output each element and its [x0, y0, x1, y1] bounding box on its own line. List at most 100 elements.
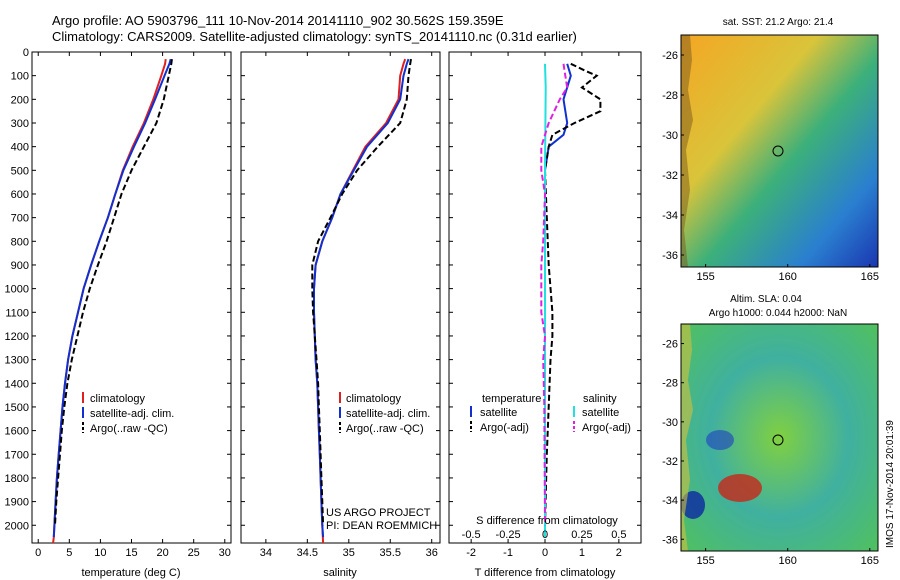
y-tick-label: 800 — [11, 236, 29, 248]
y-tick-label: 1900 — [5, 497, 29, 509]
map-y-tick-label: -26 — [662, 339, 678, 351]
map-x-tick-label: 160 — [779, 271, 797, 283]
map-x-tick-label: 165 — [861, 271, 879, 283]
map-x-tick-label: 155 — [696, 555, 714, 567]
y-tick-label: 1800 — [5, 473, 29, 485]
map-x-tick-label: 155 — [696, 271, 714, 283]
legend-label-climatology: climatology — [90, 393, 146, 405]
sla-coastline — [681, 324, 693, 551]
sla-map-axes: 155 160 165 -26 -28 -30 -32 -34 -36 — [662, 339, 879, 567]
difference-xlabel-top: S difference from climatology — [476, 515, 618, 527]
x-tick-label: 0 — [542, 547, 548, 559]
temperature-plot: 0 5 10 15 20 25 300100200300400500600700800900… — [5, 47, 231, 559]
map-y-tick-label: -34 — [662, 210, 678, 222]
header-line-1: Argo profile: AO 5903796_111 10-Nov-2014… — [52, 13, 504, 28]
legend-label-climatology: climatology — [346, 393, 402, 405]
sst-map-axes: 155 160 165 -26 -28 -30 -32 -34 -36 — [662, 50, 879, 283]
map-x-tick-label: 160 — [779, 555, 797, 567]
y-tick-label: 0 — [23, 47, 29, 59]
map-y-tick-label: -30 — [662, 417, 678, 429]
y-tick-label: 1400 — [5, 378, 29, 390]
sst-map-title: sat. SST: 21.2 Argo: 21.4 — [723, 17, 834, 28]
x-tick-label-top: -0.5 — [462, 529, 481, 541]
y-tick-label: 300 — [11, 118, 29, 130]
map-y-tick-label: -32 — [662, 456, 678, 468]
x-tick-label: 34.5 — [297, 547, 318, 559]
y-tick-label: 200 — [11, 94, 29, 106]
series-line-argo-raw-qc- — [54, 58, 173, 526]
x-tick-label: -1 — [503, 547, 513, 559]
sst-field — [681, 35, 878, 267]
legend-title-temperature: temperature — [482, 393, 541, 405]
difference-xlabel: T difference from climatology — [475, 567, 616, 579]
legend-label-t-satellite: satellite — [480, 407, 517, 419]
map-x-tick-label: 165 — [861, 555, 879, 567]
x-tick-label: 0 — [35, 547, 41, 559]
y-tick-label: 1500 — [5, 402, 29, 414]
sla-map — [680, 323, 879, 552]
sla-low-eddy-2 — [706, 430, 734, 450]
legend-label-satellite: satellite-adj. clim. — [90, 408, 174, 420]
salinity-plot: 34 34.5 35 35.5 36 — [241, 51, 440, 559]
y-tick-label: 1100 — [5, 307, 29, 319]
y-tick-label: 900 — [11, 260, 29, 272]
sla-map-title-2: Argo h1000: 0.044 h2000: NaN — [709, 308, 847, 319]
series-line-argo-raw-qc- — [311, 58, 412, 526]
x-tick-label: 35.5 — [380, 547, 401, 559]
sst-map-frame — [680, 34, 879, 268]
y-tick-label: 600 — [11, 189, 29, 201]
sla-map-frame — [680, 323, 879, 552]
difference-legend: temperature salinity satellite Argo(-adj… — [470, 393, 631, 434]
y-tick-label: 1600 — [5, 426, 29, 438]
footer-project: US ARGO PROJECT — [326, 507, 431, 519]
x-tick-label: 5 — [66, 547, 72, 559]
x-tick-label: 1 — [579, 547, 585, 559]
y-tick-label: 500 — [11, 165, 29, 177]
y-tick-label: 100 — [11, 71, 29, 83]
x-tick-label-top: -0.25 — [496, 529, 521, 541]
x-tick-label: 30 — [219, 547, 231, 559]
map-y-tick-label: -32 — [662, 170, 678, 182]
sst-map — [680, 34, 879, 268]
argo-position-marker — [772, 434, 784, 446]
legend-label-t-argo: Argo(-adj) — [480, 422, 529, 434]
map-y-tick-label: -36 — [662, 250, 678, 262]
temperature-panel-frame — [31, 51, 232, 544]
x-tick-label: 2 — [616, 547, 622, 559]
legend-label-s-argo: Argo(-adj) — [582, 422, 631, 434]
x-tick-label: 34 — [260, 547, 272, 559]
x-tick-label-top: 0.25 — [571, 529, 592, 541]
legend-label-satellite: satellite-adj. clim. — [346, 408, 430, 420]
y-tick-label: 700 — [11, 213, 29, 225]
x-tick-label: 35 — [343, 547, 355, 559]
salinity-xlabel: salinity — [323, 567, 357, 579]
series-line-s-argo-adj- — [540, 63, 569, 526]
legend-label-argo: Argo(..raw -QC) — [90, 423, 168, 435]
y-tick-label: 2000 — [5, 520, 29, 532]
sla-map-title-1: Altim. SLA: 0.04 — [730, 294, 802, 305]
x-tick-label-top: 0.5 — [611, 529, 626, 541]
map-y-tick-label: -28 — [662, 378, 678, 390]
sla-high-eddy — [718, 474, 762, 502]
timestamp: IMOS 17-Nov-2014 20:01:39 — [885, 420, 896, 548]
temperature-xlabel: temperature (deg C) — [81, 567, 180, 579]
map-y-tick-label: -26 — [662, 50, 678, 62]
map-y-tick-label: -34 — [662, 495, 678, 507]
difference-plot: -2 -1 0 1 2 -0.5 -0.25 0 0.25 0.5 — [449, 51, 641, 559]
x-tick-label: 25 — [188, 547, 200, 559]
temperature-legend: climatology satellite-adj. clim. Argo(..… — [82, 392, 174, 435]
map-y-tick-label: -28 — [662, 90, 678, 102]
series-line-satellite-adj-clim- — [313, 58, 410, 538]
x-tick-label: 36 — [426, 547, 438, 559]
series-line-satellite-adj-clim- — [52, 58, 172, 538]
x-tick-label: 10 — [94, 547, 106, 559]
x-tick-label: 15 — [125, 547, 137, 559]
x-tick-label: 20 — [156, 547, 168, 559]
x-tick-label: -2 — [466, 547, 476, 559]
sst-coastline — [681, 35, 693, 267]
legend-label-s-satellite: satellite — [582, 407, 619, 419]
map-y-tick-label: -30 — [662, 130, 678, 142]
argo-position-marker — [772, 145, 784, 157]
y-tick-label: 1200 — [5, 331, 29, 343]
